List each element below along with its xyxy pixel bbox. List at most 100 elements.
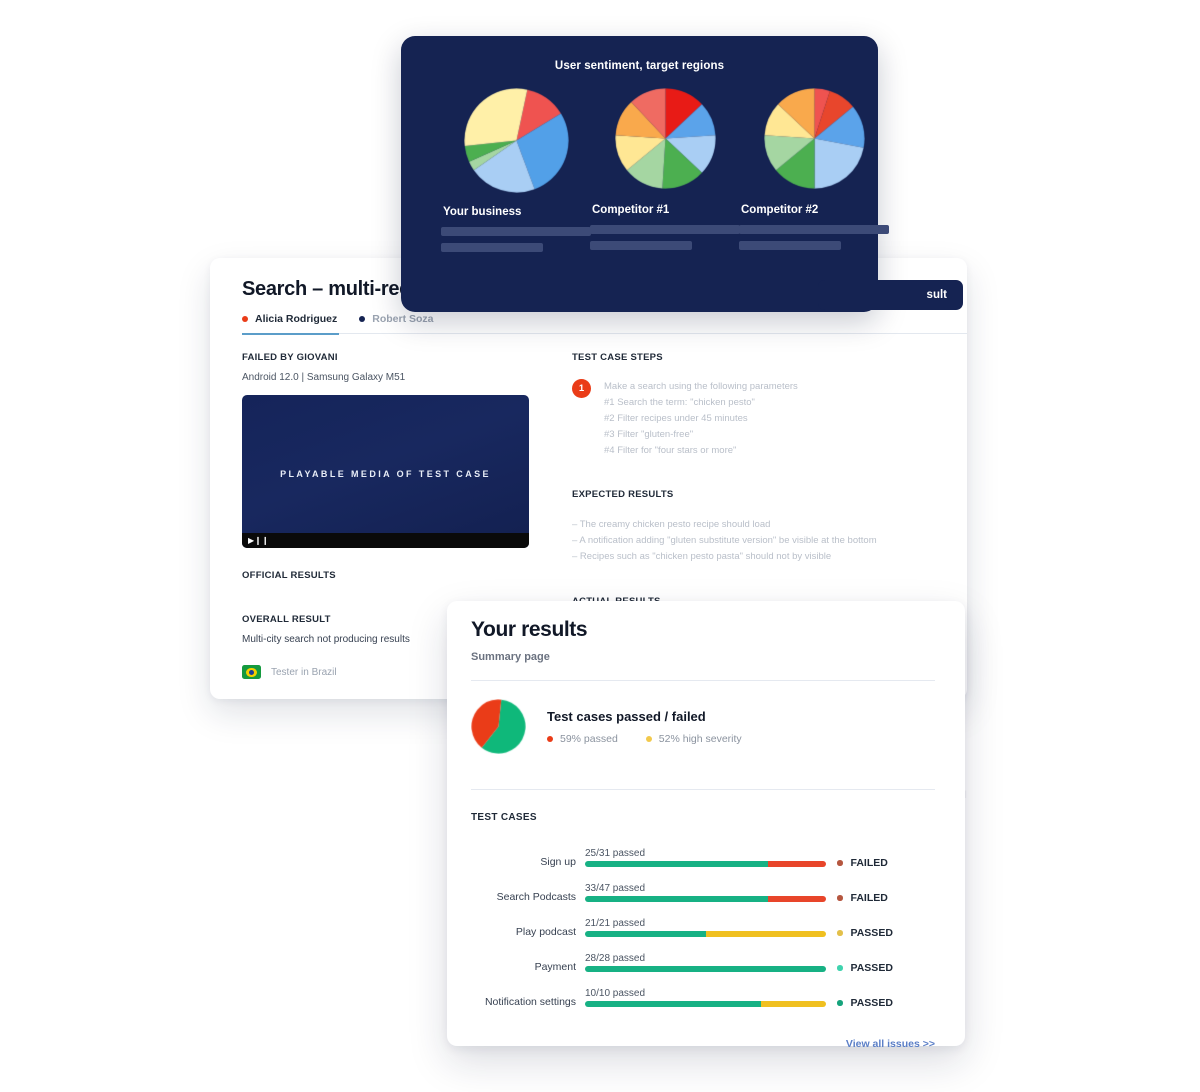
tab-label: Robert Soza xyxy=(372,313,434,325)
status-dot-icon xyxy=(837,930,843,936)
summary-row: Test cases passed / failed 59% passed 52… xyxy=(471,681,935,772)
progress-bar xyxy=(585,861,826,867)
test-case-row[interactable]: Play podcast 21/21 passed PASSED xyxy=(471,905,935,940)
view-all-issues-link[interactable]: View all issues >> xyxy=(845,1038,935,1050)
progress-bar xyxy=(585,1001,826,1007)
tester-name: Tester in Brazil xyxy=(271,666,337,678)
tester-tabs: Alicia Rodriguez Robert Soza xyxy=(242,313,967,335)
tab-underline xyxy=(242,333,967,335)
pie-chart-competitor-2: Competitor #2 xyxy=(739,88,889,250)
results-title: Your results xyxy=(471,618,588,641)
test-case-name: Search Podcasts xyxy=(496,891,576,903)
pie-chart-your-business: Your business xyxy=(441,88,591,252)
test-case-name: Notification settings xyxy=(484,996,576,1008)
test-case-progress: 10/10 passed xyxy=(585,988,828,1010)
text-line: – A notification adding "gluten substitu… xyxy=(572,535,877,547)
placeholder-bar xyxy=(590,241,692,250)
pie-label-competitor-1: Competitor #1 xyxy=(592,204,670,216)
text-line: – Recipes such as "chicken pesto pasta" … xyxy=(572,551,832,563)
tab-robert-soza[interactable]: Robert Soza xyxy=(359,313,434,334)
expected-results-block: EXPECTED RESULTS – The creamy chicken pe… xyxy=(572,489,935,566)
test-case-row[interactable]: Search Podcasts 33/47 passed FAILED xyxy=(471,870,935,905)
test-case-name: Play podcast xyxy=(515,926,576,938)
text-line: #3 Filter "gluten-free" xyxy=(604,428,694,440)
placeholder-bar xyxy=(441,227,591,236)
test-case-left-column: FAILED BY GIOVANI Android 12.0 | Samsung… xyxy=(242,352,542,640)
brazil-flag-icon xyxy=(242,665,261,679)
text-line: #2 Filter recipes under 45 minutes xyxy=(604,412,748,424)
test-case-status: FAILED xyxy=(837,857,935,870)
overall-result-value: Multi-city search not producing results xyxy=(242,634,410,645)
test-case-right-column: TEST CASE STEPS 1 Make a search using th… xyxy=(572,352,935,640)
pie-label-your-business: Your business xyxy=(443,206,522,218)
results-card-content: Your results Summary page Test cases pas… xyxy=(447,601,965,1050)
status-label: PASSED xyxy=(850,927,893,939)
status-dot-icon xyxy=(242,316,248,322)
test-case-name: Sign up xyxy=(540,856,576,868)
pie-canvas-competitor-1 xyxy=(614,88,716,189)
test-case-count: 21/21 passed xyxy=(585,918,646,929)
test-case-progress: 33/47 passed xyxy=(585,883,828,905)
status-label: PASSED xyxy=(850,997,893,1009)
tab-label: Alicia Rodriguez xyxy=(255,313,338,325)
tab-alicia-rodriguez[interactable]: Alicia Rodriguez xyxy=(242,313,337,334)
media-placeholder-label: PLAYABLE MEDIA OF TEST CASE xyxy=(280,469,491,479)
status-dot-icon xyxy=(837,965,843,971)
progress-segment-remaining xyxy=(760,1001,826,1007)
add-result-button[interactable]: sult xyxy=(818,280,963,310)
test-case-status: PASSED xyxy=(837,927,935,940)
progress-segment-passed xyxy=(585,861,769,867)
status-dot-icon xyxy=(837,895,843,901)
text-line: #4 Filter for "four stars or more" xyxy=(604,444,737,456)
play-pause-icon[interactable]: ▶❙❙ xyxy=(248,536,270,545)
text-line: #1 Search the term: "chicken pesto" xyxy=(604,396,755,408)
results-card: Your results Summary page Test cases pas… xyxy=(447,601,965,1050)
pie-canvas-passed-failed xyxy=(471,699,526,754)
test-case-count: 28/28 passed xyxy=(585,953,646,964)
device-meta: Android 12.0 | Samsung Galaxy M51 xyxy=(242,372,406,383)
test-case-progress: 25/31 passed xyxy=(585,848,828,870)
placeholder-bar xyxy=(441,243,543,252)
media-player[interactable]: PLAYABLE MEDIA OF TEST CASE ▶❙❙ xyxy=(242,395,529,548)
progress-bar xyxy=(585,931,826,937)
progress-segment-remaining xyxy=(705,931,826,937)
results-subtitle: Summary page xyxy=(471,651,550,663)
step-number-badge: 1 xyxy=(572,379,591,398)
failed-by-heading: FAILED BY GIOVANI xyxy=(242,352,338,363)
progress-segment-passed xyxy=(585,931,706,937)
pie-canvas-competitor-2 xyxy=(763,88,865,189)
pie-canvas-your-business xyxy=(463,88,569,193)
placeholder-bar xyxy=(590,225,740,234)
text-line: Make a search using the following parame… xyxy=(604,381,798,392)
pie-chart-competitor-1: Competitor #1 xyxy=(590,88,740,250)
status-label: FAILED xyxy=(850,892,888,904)
summary-legend: Test cases passed / failed 59% passed 52… xyxy=(547,709,742,745)
test-case-status: PASSED xyxy=(837,962,935,975)
pie-chart-group: Your business Competitor #1 Competitor #… xyxy=(401,88,889,252)
status-dot-icon xyxy=(359,316,366,322)
test-case-header: Search – multi-recipe Alicia Rodriguez R… xyxy=(210,258,967,335)
test-cases-list: Sign up 25/31 passed FAILED Search Podcasts… xyxy=(471,835,935,1010)
test-case-row[interactable]: Notification settings 10/10 passed PASSED xyxy=(471,975,935,1010)
test-case-row[interactable]: Sign up 25/31 passed FAILED xyxy=(471,835,935,870)
test-case-count: 10/10 passed xyxy=(585,988,646,999)
summary-heading: Test cases passed / failed xyxy=(547,708,706,724)
progress-segment-passed xyxy=(585,896,769,902)
test-case-steps-heading: TEST CASE STEPS xyxy=(572,352,663,363)
sentiment-card-title: User sentiment, target regions xyxy=(554,60,725,72)
status-dot-icon xyxy=(837,1000,843,1006)
expected-results-heading: EXPECTED RESULTS xyxy=(572,488,674,500)
progress-segment-remaining xyxy=(768,861,826,867)
test-case-row[interactable]: Payment 28/28 passed PASSED xyxy=(471,940,935,975)
progress-segment-passed xyxy=(585,966,826,972)
placeholder-bar xyxy=(739,225,889,234)
legend-item-severity: 52% high severity xyxy=(645,733,742,745)
media-controls-bar[interactable]: ▶❙❙ xyxy=(242,533,529,548)
pie-label-competitor-2: Competitor #2 xyxy=(741,204,819,216)
status-label: PASSED xyxy=(850,962,893,974)
test-case-count: 33/47 passed xyxy=(585,883,646,894)
overall-result-heading: OVERALL RESULT xyxy=(242,614,331,625)
page-title: Search – multi-recipe xyxy=(242,278,439,300)
step-lines: Make a search using the following parame… xyxy=(604,379,798,459)
legend-label: 59% passed xyxy=(560,732,618,745)
